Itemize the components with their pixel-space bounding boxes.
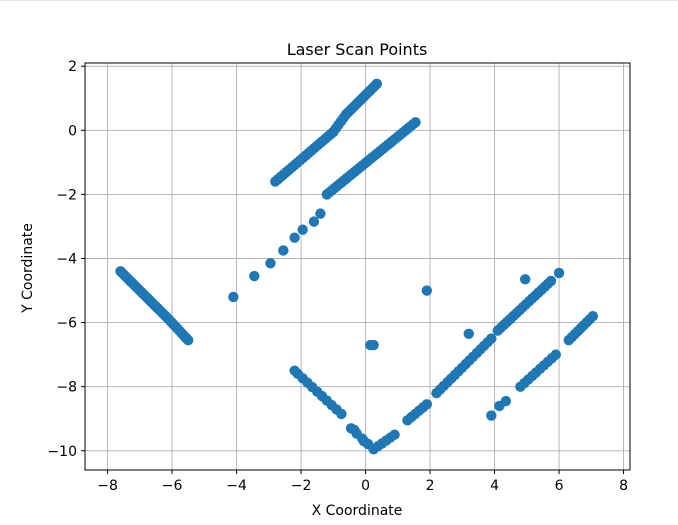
scan-point [289, 232, 300, 243]
scan-point [550, 349, 562, 360]
scan-point [486, 333, 497, 344]
y-tick-label: −6 [56, 316, 77, 332]
scan-point [182, 335, 194, 346]
y-tick-label: 2 [68, 59, 77, 75]
scan-point [421, 399, 433, 410]
scan-point [545, 275, 557, 287]
scan-point [553, 267, 565, 279]
scan-point [421, 285, 433, 296]
scan-point [500, 395, 512, 407]
chart-title: Laser Scan Points [287, 40, 428, 59]
x-tick-label: 0 [361, 478, 370, 494]
y-tick-label: −4 [56, 251, 77, 267]
scan-point [315, 208, 326, 219]
scan-point [278, 245, 289, 256]
data-points [115, 78, 599, 455]
y-tick-label: −10 [47, 444, 77, 460]
scan-point [265, 258, 276, 269]
x-tick-label: 4 [490, 478, 499, 494]
scan-point [587, 310, 599, 322]
grid [85, 63, 630, 470]
x-tick-label: −2 [291, 478, 312, 494]
x-tick-label: −6 [162, 478, 183, 494]
scan-point [358, 435, 370, 447]
top-border [0, 0, 678, 1]
scan-point [349, 424, 360, 436]
plot-frame [84, 62, 631, 471]
scan-point [463, 328, 474, 339]
scan-point [308, 216, 320, 227]
x-axis-label: X Coordinate [312, 503, 403, 519]
scan-point [371, 78, 383, 90]
x-tick-label: −8 [97, 478, 118, 494]
x-tick-label: 6 [555, 478, 564, 494]
scan-point [368, 339, 379, 351]
x-tick-label: 2 [426, 478, 435, 494]
scan-point [336, 408, 347, 420]
scan-point [249, 270, 260, 282]
y-tick-label: −2 [56, 187, 77, 203]
scan-point [519, 274, 531, 285]
x-tick-label: 8 [619, 478, 628, 494]
y-tick-label: −8 [56, 380, 77, 396]
scan-point [297, 224, 308, 235]
y-axis-label: Y Coordinate [20, 223, 36, 314]
x-tick-label: −4 [226, 478, 247, 494]
scan-point [289, 365, 300, 376]
y-tick-label: 0 [68, 123, 77, 139]
scan-point [410, 117, 421, 128]
scan-point [228, 291, 239, 303]
scan-point [486, 410, 497, 421]
scan-point [389, 429, 400, 440]
axis-ticks: −8 −6 −4 −2 0 2 4 6 8 −10 −8 −6 −4 −2 0 2 [47, 59, 628, 494]
